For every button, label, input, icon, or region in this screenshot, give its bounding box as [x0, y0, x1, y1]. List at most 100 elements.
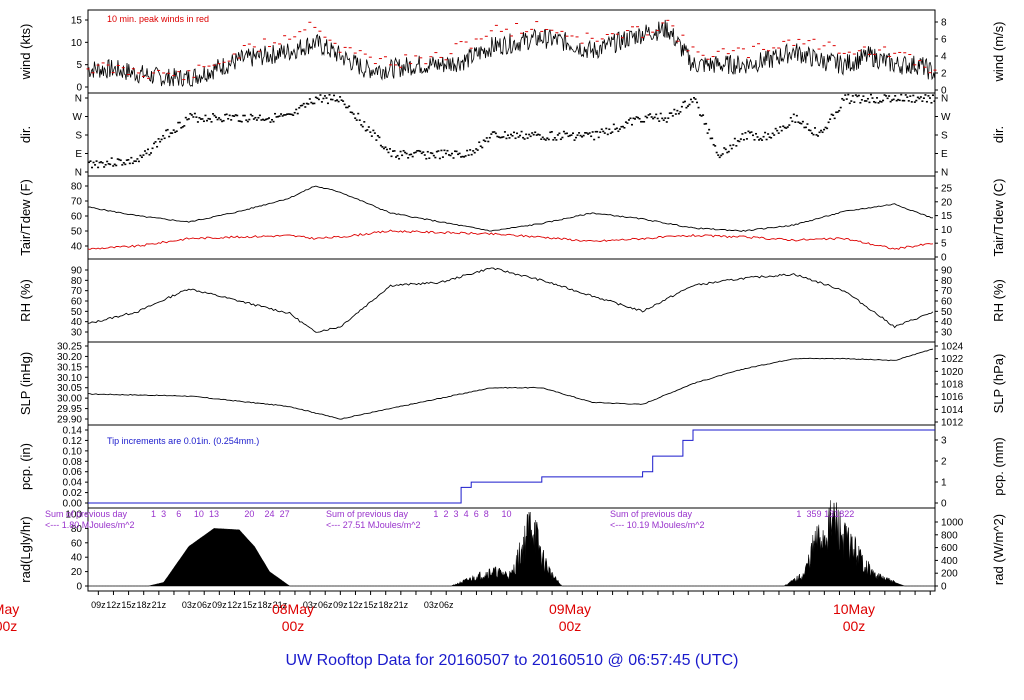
dir-mark — [171, 132, 174, 134]
dir-mark — [862, 95, 865, 97]
ytick-label-temp: 5 — [941, 239, 947, 250]
dir-mark — [269, 121, 272, 123]
ytick-label-dir: N — [941, 168, 948, 179]
ytick-label-slp: 1012 — [941, 418, 964, 429]
xtick-label: 09z — [212, 600, 227, 610]
dir-mark — [558, 132, 561, 135]
xtick-label: 03z — [303, 600, 318, 610]
ytick-label-temp: 10 — [941, 225, 953, 236]
ytick-label-rad: 40 — [71, 553, 83, 564]
dir-mark — [792, 113, 795, 116]
frame-layer — [85, 9, 938, 595]
dir-mark — [703, 123, 706, 125]
dir-mark — [404, 151, 407, 154]
dir-mark — [497, 136, 500, 138]
dir-mark — [222, 119, 225, 122]
dir-mark — [432, 154, 435, 157]
dir-mark — [142, 154, 145, 156]
ytick-label-temp: 20 — [941, 197, 953, 208]
dir-mark — [928, 97, 931, 99]
dir-mark — [218, 117, 221, 119]
dir-mark — [839, 106, 842, 109]
dir-mark — [680, 105, 683, 108]
dir-mark — [653, 116, 656, 119]
dir-mark — [809, 129, 812, 132]
dir-mark — [183, 125, 186, 127]
dir-mark — [499, 136, 502, 139]
dir-mark — [683, 100, 686, 103]
day-label: 08May — [272, 601, 314, 617]
dir-mark — [706, 132, 709, 134]
dir-mark — [553, 137, 556, 139]
dir-mark — [94, 164, 97, 166]
dir-mark — [367, 126, 370, 128]
dir-mark — [417, 149, 420, 152]
dir-mark — [652, 117, 655, 120]
dir-mark — [590, 135, 593, 138]
dir-mark — [759, 137, 762, 140]
ytick-label-pcp: 0.08 — [63, 457, 83, 468]
dir-mark — [233, 115, 236, 117]
ytick-label-dir: W — [941, 112, 951, 123]
dir-mark — [187, 118, 190, 120]
dir-mark — [599, 131, 602, 133]
ylabel-right-slp: SLP (hPa) — [991, 354, 1006, 414]
dir-mark — [676, 109, 679, 112]
dir-mark — [107, 163, 110, 165]
dir-mark — [440, 149, 443, 152]
ytick-label-rad: 800 — [941, 530, 958, 541]
day-label: 10May — [833, 601, 875, 617]
dir-mark — [398, 157, 401, 160]
dir-mark — [747, 130, 750, 133]
dir-mark — [851, 95, 854, 97]
dir-mark — [594, 130, 597, 133]
dir-mark — [162, 134, 165, 137]
ytick-label-dir: N — [941, 94, 948, 105]
dir-mark — [745, 138, 748, 140]
dir-mark — [761, 139, 764, 141]
dir-mark — [181, 126, 184, 128]
ylabel-left-rh: RH (%) — [18, 279, 33, 322]
dir-mark — [850, 100, 853, 102]
dir-mark — [390, 155, 393, 158]
dir-mark — [133, 160, 136, 162]
rad-sum-value: <--- 27.51 MJoules/m^2 — [326, 520, 421, 530]
dir-mark — [205, 119, 208, 122]
dir-mark — [526, 137, 529, 139]
dir-mark — [128, 162, 131, 165]
dir-mark — [844, 94, 847, 96]
dir-mark — [618, 128, 621, 130]
dir-mark — [156, 145, 159, 148]
dir-mark — [872, 100, 875, 103]
dir-mark — [689, 98, 692, 101]
dir-mark — [900, 93, 903, 96]
dir-mark — [771, 132, 774, 135]
dir-mark — [547, 138, 550, 141]
dir-mark — [263, 119, 266, 122]
dir-mark — [897, 98, 900, 101]
dir-mark — [627, 119, 630, 121]
rad-hour-mark: 3 — [454, 509, 459, 519]
day-hour-label: 00z — [843, 618, 866, 634]
dir-mark — [768, 136, 771, 138]
dir-mark — [615, 127, 618, 130]
dir-mark — [454, 150, 457, 153]
dir-mark — [503, 131, 506, 133]
rad-hour-mark: 1 — [796, 509, 801, 519]
dir-mark — [880, 101, 883, 103]
dir-mark — [405, 152, 408, 155]
dir-mark — [316, 97, 319, 100]
dir-mark — [919, 96, 922, 98]
dir-mark — [408, 153, 411, 156]
dir-mark — [511, 134, 514, 137]
ytick-label-pcp: 0.14 — [63, 426, 83, 437]
dir-mark — [399, 150, 402, 153]
dir-mark — [195, 116, 198, 118]
ytick-label-rh: 60 — [71, 297, 83, 308]
dir-mark — [346, 106, 349, 109]
dir-mark — [385, 148, 388, 151]
dir-mark — [204, 114, 207, 117]
dir-mark — [378, 136, 381, 139]
dir-mark — [342, 100, 345, 102]
dir-mark — [564, 132, 567, 135]
